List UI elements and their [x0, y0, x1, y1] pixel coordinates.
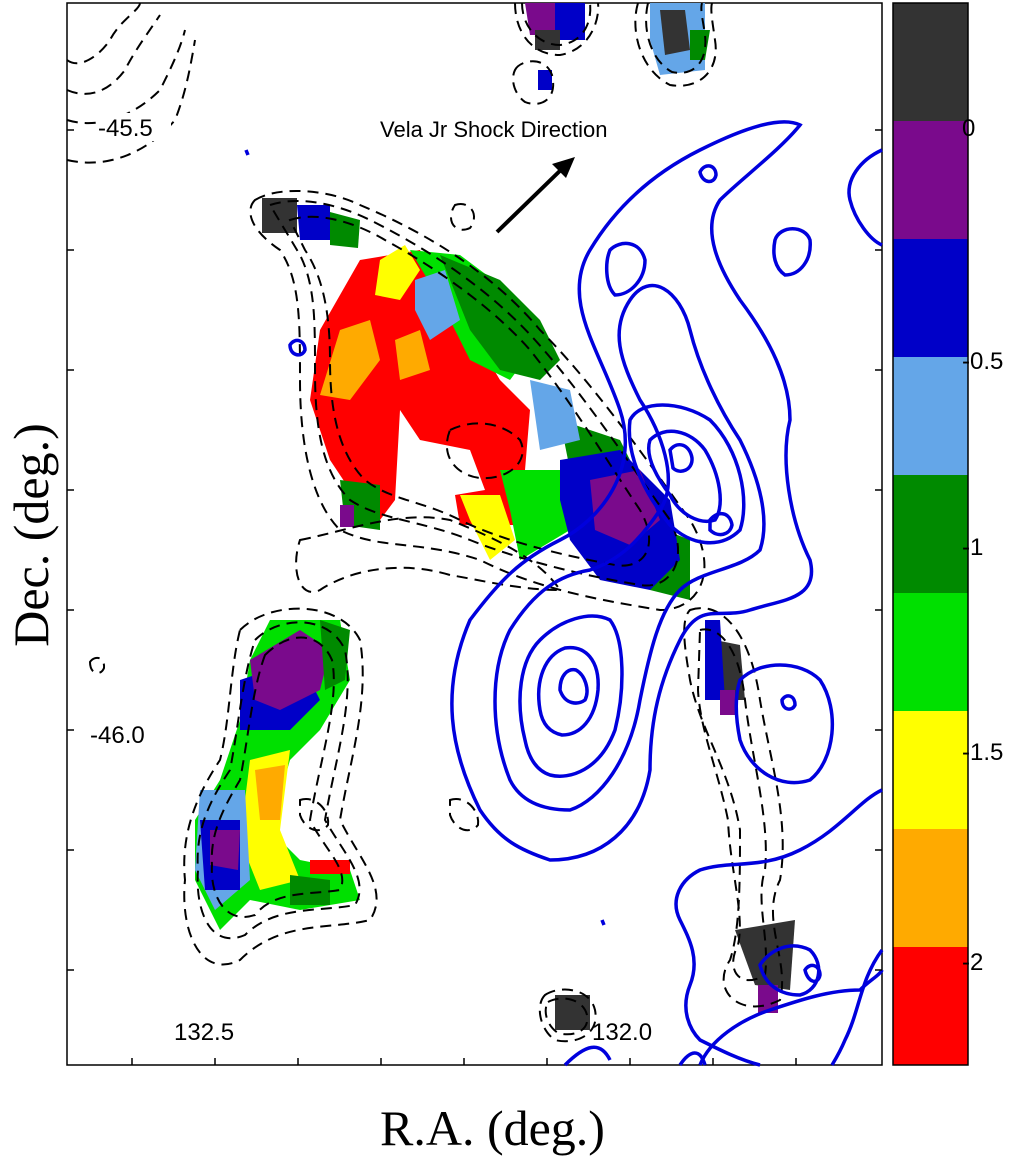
colorbar-bin	[893, 475, 968, 594]
heatmap-region-orange	[320, 320, 430, 400]
colorbar-bin	[893, 829, 968, 948]
colorbar-bin	[893, 711, 968, 830]
heatmap-region-orange	[255, 765, 285, 820]
heatmap-region-lightblue	[415, 270, 580, 450]
solid-contour	[698, 164, 718, 184]
dashed-contour	[299, 798, 330, 832]
shock-direction-arrow-head	[552, 157, 575, 178]
colorbar-tick-label: -1.5	[962, 739, 1003, 766]
dashed-contour	[210, 636, 344, 918]
solid-contour	[830, 948, 884, 1066]
heatmap-region-red	[310, 860, 350, 874]
dashed-contour	[538, 988, 597, 1043]
solid-contour	[604, 241, 647, 297]
solid-contour	[734, 663, 834, 785]
dashed-contour	[295, 516, 562, 593]
dashed-contour	[512, 60, 555, 105]
heatmap-region-darkgreen	[290, 620, 350, 905]
colorbar	[893, 3, 968, 1066]
solid-contour	[244, 149, 250, 156]
heatmap-region-purple	[590, 470, 660, 545]
heatmap-region-blue	[538, 70, 552, 90]
colorbar-tick-label: -1	[962, 534, 983, 561]
annotation-text: Vela Jr Shock Direction	[380, 117, 607, 142]
solid-contour	[450, 120, 814, 862]
solid-contour	[780, 694, 797, 711]
solid-contour	[537, 645, 600, 737]
y-tick-label: -45.5	[98, 115, 153, 142]
dashed-contour	[196, 621, 361, 940]
heatmap-region-purple	[210, 630, 330, 870]
y-ticks	[67, 129, 882, 971]
solid-contour	[772, 227, 812, 277]
heatmap-region-yellow	[375, 245, 515, 560]
heatmap-region-purple	[720, 690, 735, 715]
dashed-contour	[449, 798, 480, 832]
colorbar-bin	[893, 947, 968, 1066]
y-axis-title: Dec. (deg.)	[3, 423, 59, 647]
heatmap-region-purple	[340, 505, 354, 527]
solid-contour	[698, 969, 884, 1066]
heatmap-region-blue	[555, 3, 585, 40]
heatmap-region-black	[660, 10, 690, 55]
solid-contour	[678, 1051, 707, 1067]
solid-contour	[558, 667, 589, 705]
solid-contour	[493, 283, 766, 812]
dashed-contour	[683, 607, 784, 1008]
x-tick-label: 132.5	[174, 1019, 234, 1046]
heatmap-region-darkgreen	[330, 212, 360, 248]
solid-contour	[847, 148, 883, 247]
heatmap-region-black	[262, 198, 297, 233]
solid-contour	[563, 1045, 612, 1067]
colorbar-frame	[892, 2, 969, 1066]
colorbar-bin	[893, 357, 968, 476]
x-ticks	[131, 1058, 797, 1065]
heatmap-region-purple	[525, 3, 560, 35]
dashed-contour	[645, 2, 707, 74]
dashed-contour	[66, 2, 141, 65]
tick-label-bg	[96, 113, 171, 141]
solid-contour	[708, 512, 734, 537]
x-axis-title: R.A. (deg.)	[380, 1100, 605, 1156]
solid-contour	[600, 919, 606, 926]
dashed-contour	[544, 997, 589, 1036]
solid-contour	[647, 429, 722, 523]
dashed-contour	[521, 2, 592, 47]
y-tick-label: -46.0	[90, 722, 145, 749]
heatmap-layer	[195, 3, 795, 1030]
solid-contour	[674, 788, 883, 1067]
x-tick-label: 132.0	[592, 1019, 652, 1046]
colorbar-tick-label: -0.5	[962, 348, 1003, 375]
solid-contour	[518, 614, 624, 778]
dashed-contour	[514, 2, 600, 57]
colorbar-bin	[893, 3, 968, 122]
dashed-contour	[66, 14, 161, 95]
dashed-contour	[88, 656, 106, 675]
colorbar-tick-label: -2	[962, 949, 983, 976]
heatmap-region-black	[735, 920, 795, 990]
solid-contour	[288, 338, 307, 357]
colorbar-bin	[893, 239, 968, 358]
solid-contour	[668, 442, 694, 473]
colorbar-bin	[893, 121, 968, 240]
colorbar-tick-label: 0	[962, 115, 975, 142]
dashed-contour	[183, 607, 378, 966]
heatmap-region-red	[310, 250, 530, 525]
solid-contours	[244, 120, 884, 1067]
heatmap-region-black	[535, 30, 560, 50]
shock-direction-arrow-shaft	[495, 161, 570, 234]
heatmap-region-black	[555, 995, 590, 1030]
dashed-contour	[268, 199, 680, 587]
dashed-contour	[66, 29, 186, 125]
solid-contour	[627, 403, 746, 545]
heatmap-region-blue	[705, 620, 725, 700]
dashed-contour	[634, 2, 717, 87]
heatmap-region-blue	[297, 205, 330, 240]
dashed-contour	[288, 215, 651, 567]
colorbar-bin	[893, 593, 968, 712]
solid-contour	[803, 963, 822, 983]
dashed-contour	[450, 203, 475, 231]
